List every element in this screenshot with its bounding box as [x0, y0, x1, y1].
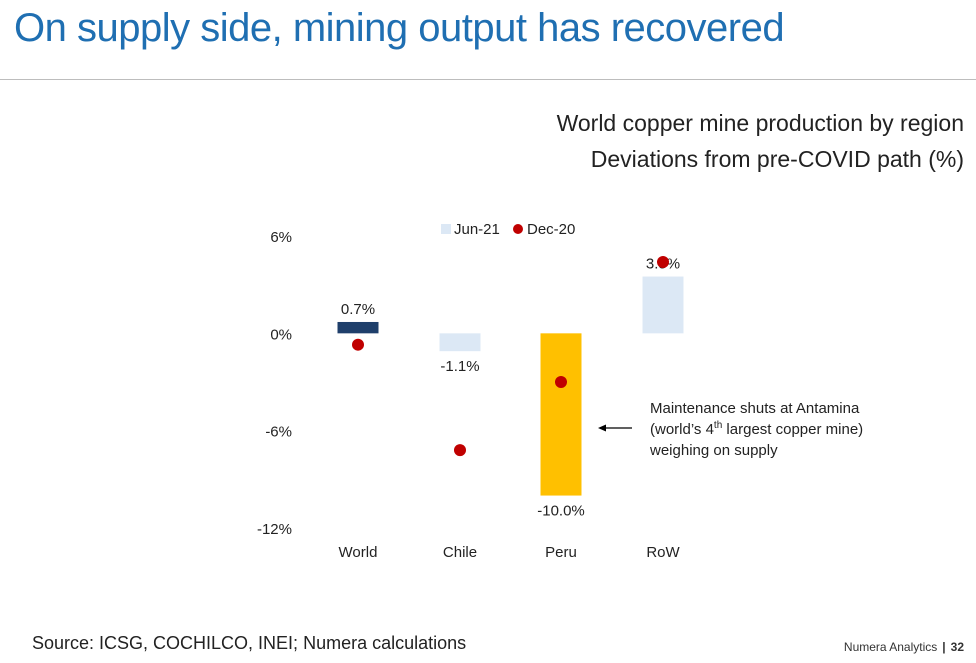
- footer-separator: |: [942, 640, 946, 654]
- annotation-superscript: th: [714, 420, 722, 431]
- bar-value-label: -10.0%: [537, 503, 585, 520]
- footer: Numera Analytics | 32: [844, 640, 964, 654]
- x-tick-label: RoW: [646, 544, 680, 561]
- annotation-line-1: Maintenance shuts at Antamina: [650, 400, 860, 417]
- y-tick-label: -6%: [265, 424, 292, 441]
- chart-title: World copper mine production by region: [556, 110, 964, 136]
- source-note: Source: ICSG, COCHILCO, INEI; Numera cal…: [32, 633, 467, 653]
- annotation-line-3: weighing on supply: [649, 442, 778, 459]
- bar-world: [337, 321, 379, 334]
- page-number: 32: [950, 640, 964, 654]
- legend-dot-dec20: [513, 224, 523, 234]
- footer-brand: Numera Analytics: [843, 640, 938, 654]
- dot-world: [352, 338, 364, 351]
- annotation-line-2-end: largest copper mine): [722, 421, 863, 438]
- x-tick-label: Peru: [545, 544, 577, 561]
- legend-label-jun21: Jun-21: [454, 221, 500, 238]
- annotation-arrowhead: [598, 424, 606, 432]
- legend: Jun-21 Dec-20: [441, 221, 575, 238]
- dot-chile: [454, 444, 466, 457]
- bar-value-label: 0.7%: [341, 301, 375, 318]
- legend-swatch-jun21: [441, 224, 451, 234]
- title-divider: [0, 79, 976, 80]
- chart-units: Deviations from pre-COVID path (%): [590, 146, 964, 172]
- y-tick-label: 6%: [270, 229, 292, 246]
- bar-chile: [439, 333, 481, 352]
- legend-label-dec20: Dec-20: [527, 221, 575, 238]
- y-axis: 6% 0% -6% -12%: [257, 229, 292, 538]
- page-title: On supply side, mining output has recove…: [14, 6, 785, 50]
- x-tick-label: Chile: [443, 544, 477, 561]
- annotation-line-2: (world’s 4th largest copper mine): [650, 420, 863, 438]
- chart-subtitle: World copper mine production by region D…: [557, 105, 964, 177]
- bar-row: [642, 276, 684, 334]
- annotation-line-2-start: (world’s 4: [650, 421, 714, 438]
- bar-series-jun21: 0.7%-1.1%-10.0%3.5%: [337, 256, 684, 520]
- dot-peru: [555, 376, 567, 388]
- dot-row: [657, 255, 669, 268]
- x-axis: World Chile Peru RoW: [339, 544, 681, 561]
- y-tick-label: 0%: [270, 326, 292, 343]
- annotation: Maintenance shuts at Antamina (world’s 4t…: [598, 400, 863, 459]
- bar-peru: [540, 333, 582, 496]
- dot-series-dec20: [352, 255, 669, 457]
- x-tick-label: World: [339, 544, 378, 561]
- bar-value-label: -1.1%: [440, 358, 479, 375]
- y-tick-label: -12%: [257, 521, 292, 538]
